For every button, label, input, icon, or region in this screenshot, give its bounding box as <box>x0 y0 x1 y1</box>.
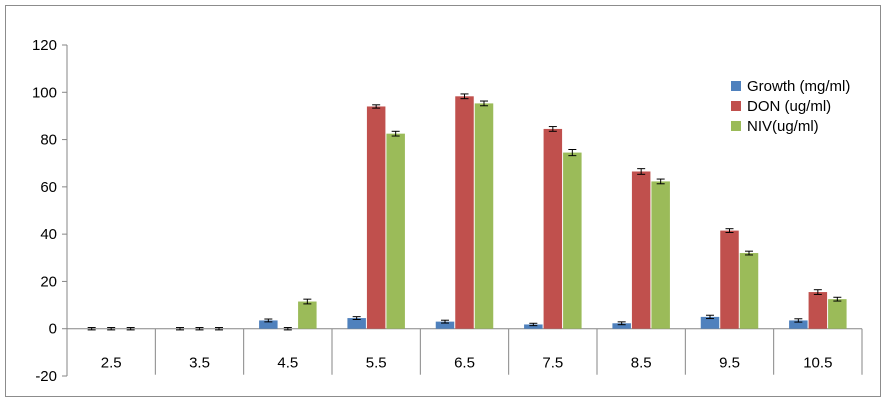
legend-label-don: DON (ug/ml) <box>747 97 832 115</box>
y-tick-label: 0 <box>49 321 57 338</box>
bar-niv <box>563 152 582 329</box>
bar-don <box>720 230 739 329</box>
bar-growth <box>347 318 366 329</box>
legend-label-niv: NIV(ug/ml) <box>747 117 819 135</box>
bar-niv <box>828 299 847 329</box>
x-tick-label: 5.5 <box>366 355 387 372</box>
x-tick-label: 10.5 <box>803 355 832 372</box>
y-tick-label: 100 <box>32 84 57 101</box>
bar-growth <box>612 323 631 329</box>
x-tick-label: 9.5 <box>719 355 740 372</box>
x-tick-label: 4.5 <box>277 355 298 372</box>
y-tick-label: 120 <box>32 37 57 54</box>
bar-niv <box>474 103 494 329</box>
bar-don <box>366 106 386 329</box>
legend: Growth (mg/ml) DON (ug/ml) NIV(ug/ml) <box>731 76 850 136</box>
legend-item-niv: NIV(ug/ml) <box>731 116 850 136</box>
bar-niv <box>739 253 759 329</box>
x-tick-label: 2.5 <box>101 355 122 372</box>
x-tick-label: 3.5 <box>189 355 210 372</box>
bar-growth <box>259 320 278 329</box>
bar-niv <box>298 301 317 329</box>
legend-swatch-don <box>731 101 741 111</box>
legend-swatch-niv <box>731 121 741 131</box>
bar-niv <box>651 181 670 329</box>
y-tick-label: 40 <box>40 226 57 243</box>
bar-niv <box>386 133 405 329</box>
y-tick-label: -20 <box>35 368 57 385</box>
bar-don <box>455 96 474 329</box>
legend-item-don: DON (ug/ml) <box>731 96 850 116</box>
bar-growth <box>435 321 455 329</box>
legend-swatch-growth <box>731 81 741 91</box>
bar-don <box>543 128 563 329</box>
bar-don <box>808 292 828 329</box>
bar-growth <box>524 324 543 329</box>
bar-growth <box>700 316 720 329</box>
legend-label-growth: Growth (mg/ml) <box>747 77 851 95</box>
bar-growth <box>789 320 808 329</box>
y-tick-label: 20 <box>40 273 57 290</box>
x-tick-label: 6.5 <box>454 355 475 372</box>
bar-don <box>631 171 651 329</box>
y-tick-label: 60 <box>40 179 57 196</box>
y-tick-label: 80 <box>40 132 57 149</box>
chart-frame <box>5 5 881 397</box>
x-tick-label: 8.5 <box>631 355 652 372</box>
legend-item-growth: Growth (mg/ml) <box>731 76 850 96</box>
x-tick-label: 7.5 <box>542 355 563 372</box>
